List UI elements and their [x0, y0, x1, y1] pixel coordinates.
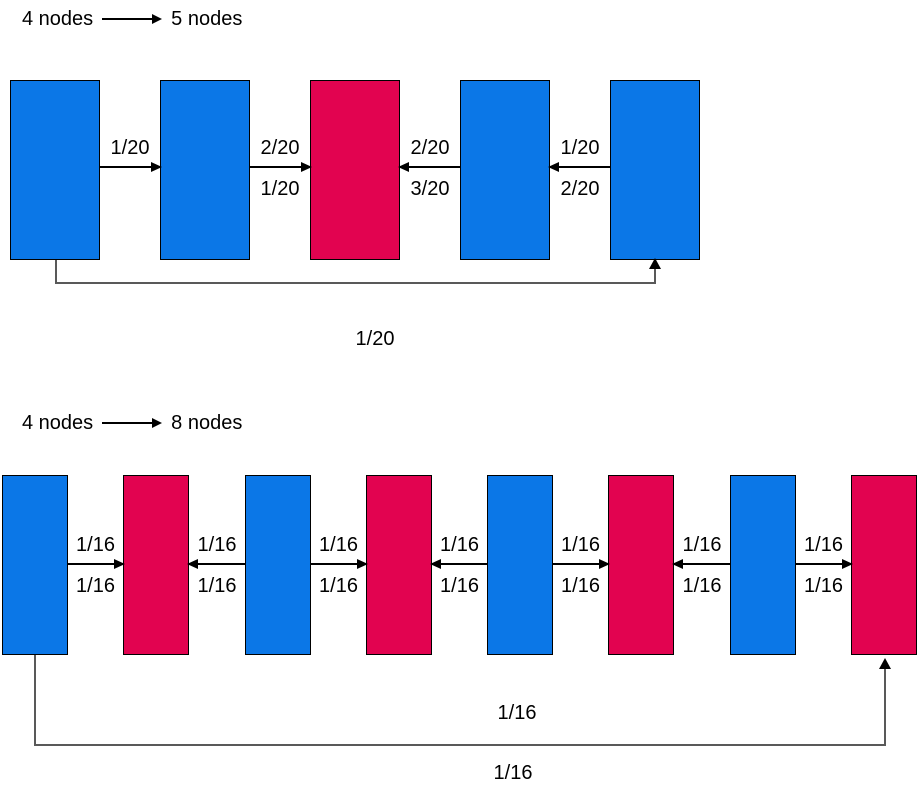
diagram1-title-right: 5 nodes	[171, 8, 243, 30]
edge-weight-bottom: 2/20	[560, 178, 600, 200]
edge-weight-top: 1/16	[561, 534, 600, 556]
arrow-icon	[250, 162, 312, 172]
edge-weight-bottom: 1/16	[682, 575, 722, 597]
edge-weight-bottom: 1/16	[319, 575, 358, 597]
diagram1-title-left: 4 nodes	[22, 8, 94, 30]
diagram2-node-4	[366, 475, 432, 655]
diagram1-edge-3: 2/20 3/20	[398, 134, 460, 203]
diagram2-node-3	[245, 475, 311, 655]
edge-weight-top: 1/16	[197, 534, 237, 556]
diagram1-edge-2: 2/20 1/20	[250, 134, 312, 203]
arrow-icon	[311, 559, 368, 569]
loop1-arrowhead-up-icon	[649, 258, 661, 269]
arrow-icon	[187, 559, 245, 569]
edge-weight-bottom: 1/16	[197, 575, 237, 597]
edge-weight-bottom: 1/16	[440, 575, 479, 597]
diagram1-node-4	[460, 80, 550, 260]
edge-weight-bottom: 3/20	[410, 178, 450, 200]
diagram2-edge-2: 1/16 1/16	[187, 531, 245, 600]
arrow-icon	[68, 559, 125, 569]
title-arrow-icon	[152, 14, 163, 24]
diagram2-edge-7: 1/16 1/16	[796, 531, 853, 600]
edge-weight-top: 1/16	[440, 534, 479, 556]
arrow-icon	[430, 559, 487, 569]
loop1-segment-across	[55, 282, 656, 284]
title-arrow-shaft	[102, 18, 153, 20]
diagram2-node-2	[123, 475, 189, 655]
edge-weight-top: 2/20	[260, 137, 300, 159]
diagram2-node-8	[851, 475, 917, 655]
diagram1-node-2	[160, 80, 250, 260]
diagram2-title-right: 8 nodes	[171, 412, 243, 434]
diagram1-node-5	[610, 80, 700, 260]
diagram2-edge-6: 1/16 1/16	[672, 531, 730, 600]
edge-weight-top: 1/16	[76, 534, 115, 556]
diagram1-node-3	[310, 80, 400, 260]
arrow-icon	[553, 559, 610, 569]
arrow-icon	[796, 559, 853, 569]
loop2-arrowhead-up-icon	[879, 658, 891, 669]
diagram2-edge-3: 1/16 1/16	[311, 531, 368, 600]
diagram2-edge-1: 1/16 1/16	[68, 531, 125, 600]
arrow-icon	[100, 162, 162, 172]
loop2-segment-across	[34, 744, 886, 746]
diagram2-node-6	[608, 475, 674, 655]
loop1-segment-up	[654, 267, 656, 284]
loop1-weight: 1/20	[355, 328, 395, 350]
diagram2-edge-4: 1/16 1/16	[430, 531, 487, 600]
diagram2-edge-5: 1/16 1/16	[553, 531, 610, 600]
loop2-weight-above: 1/16	[497, 702, 537, 724]
edge-weight-top: 1/16	[319, 534, 358, 556]
edge-weight-bottom: 1/16	[76, 575, 115, 597]
edge-weight-top: 1/16	[804, 534, 843, 556]
edge-weight-top: 1/20	[560, 137, 600, 159]
edge-weight-top: 1/20	[110, 137, 150, 159]
edge-weight-bottom: 1/16	[804, 575, 843, 597]
diagram1-edge-1: 1/20	[100, 134, 162, 203]
edge-weight-top: 2/20	[410, 137, 450, 159]
arrow-icon	[548, 162, 610, 172]
edge-weight-bottom	[100, 175, 160, 203]
edge-weight-top: 1/16	[682, 534, 722, 556]
loop2-segment-up	[884, 669, 886, 746]
diagram2-node-1	[2, 475, 68, 655]
title-arrow-icon	[152, 418, 163, 428]
loop1-segment-down	[55, 260, 57, 284]
arrow-icon	[398, 162, 460, 172]
loop2-segment-down	[34, 655, 36, 746]
diagram1-node-1	[10, 80, 100, 260]
diagram2-node-5	[487, 475, 553, 655]
edge-weight-bottom: 1/16	[561, 575, 600, 597]
diagram2-title-left: 4 nodes	[22, 412, 94, 434]
arrow-icon	[672, 559, 730, 569]
title-arrow-shaft	[102, 422, 153, 424]
loop2-weight-below: 1/16	[493, 762, 533, 784]
diagram1-title: 4 nodes 5 nodes	[22, 6, 242, 32]
diagram2-node-7	[730, 475, 796, 655]
diagram2-title: 4 nodes 8 nodes	[22, 410, 242, 436]
diagram1-edge-4: 1/20 2/20	[548, 134, 610, 203]
edge-weight-bottom: 1/20	[260, 178, 300, 200]
